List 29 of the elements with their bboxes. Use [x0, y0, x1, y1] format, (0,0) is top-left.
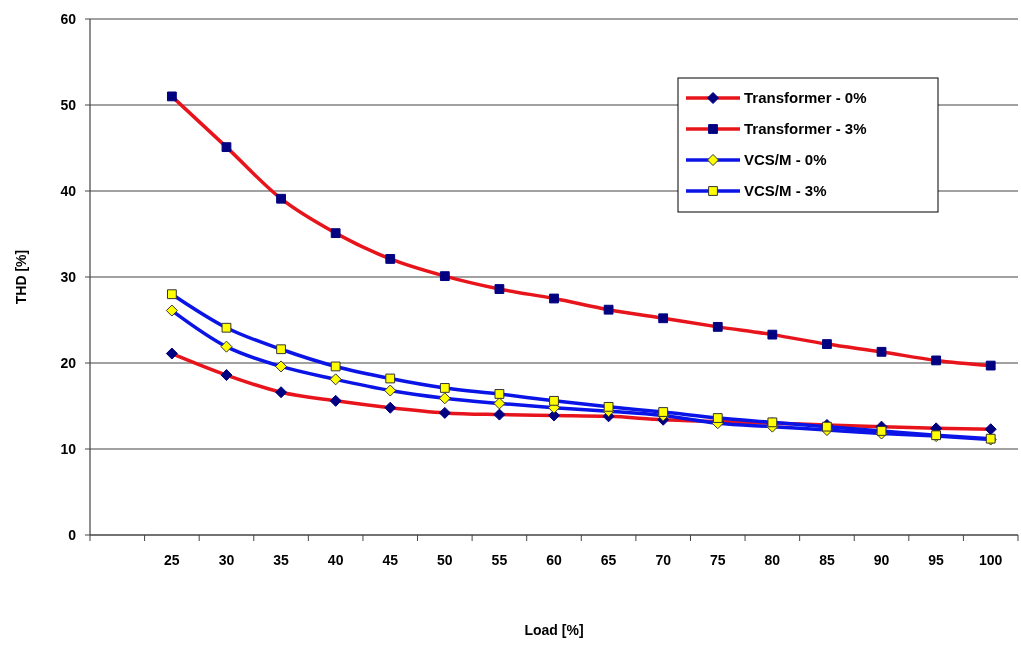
y-tick-label: 40 [60, 182, 77, 199]
y-axis-title: THD [%] [13, 249, 29, 305]
x-tick-label: 55 [491, 552, 508, 568]
legend-label: VCS/M - 0% [744, 151, 827, 169]
x-tick-label: 50 [437, 552, 453, 568]
x-tick-label: 40 [327, 552, 344, 568]
x-tick-label: 90 [873, 552, 890, 568]
x-axis-title: Load [%] [524, 622, 584, 638]
x-tick-label: 80 [764, 552, 781, 568]
legend-label: VCS/M - 3% [744, 182, 827, 200]
y-tick-label: 60 [60, 10, 77, 27]
x-tick-label: 65 [600, 552, 617, 568]
x-tick-label: 85 [819, 552, 835, 568]
y-tick-label: 30 [60, 268, 77, 285]
x-tick-label: 45 [382, 552, 399, 568]
x-tick-label: 35 [273, 552, 290, 568]
x-tick-label: 100 [979, 552, 1003, 568]
y-tick-label: 20 [60, 354, 77, 371]
y-tick-label: 50 [60, 96, 77, 113]
x-tick-label: 95 [928, 552, 945, 568]
legend-label: Transformer - 0% [744, 89, 867, 107]
x-tick-label: 30 [218, 552, 235, 568]
x-tick-label: 70 [655, 552, 672, 568]
y-tick-label: 0 [68, 526, 77, 543]
x-tick-label: 75 [709, 552, 726, 568]
y-tick-label: 10 [60, 440, 77, 457]
legend-label: Transformer - 3% [744, 120, 867, 138]
x-tick-label: 60 [546, 552, 562, 568]
x-tick-label: 25 [164, 552, 180, 568]
